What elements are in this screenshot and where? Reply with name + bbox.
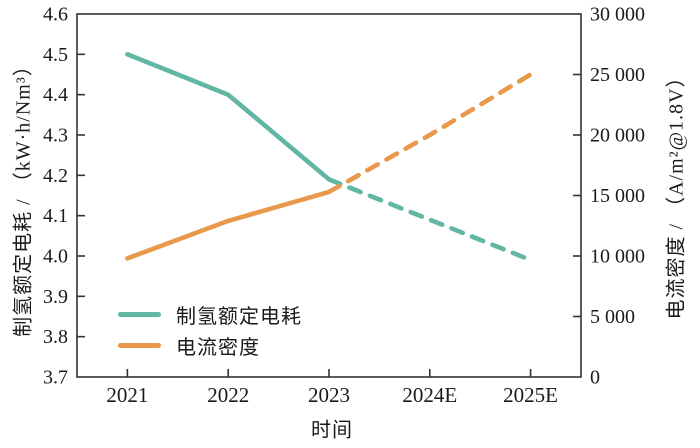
right-axis-tick-label: 20 000 xyxy=(590,125,645,147)
legend-label-power-consumption: 制氢额定电耗 xyxy=(176,306,302,328)
right-axis-tick-label: 10 000 xyxy=(590,246,645,268)
x-axis-tick-label: 2025E xyxy=(503,383,558,407)
right-axis-tick-label: 25 000 xyxy=(590,64,645,86)
series-line-dashed-1 xyxy=(326,72,533,195)
left-axis-tick-label: 4.1 xyxy=(43,205,68,227)
x-axis-title: 时间 xyxy=(311,419,353,442)
series-line-dashed-0 xyxy=(326,177,533,263)
x-axis-tick-label: 2023 xyxy=(308,383,350,407)
legend-label-current-density: 电流密度 xyxy=(176,337,260,359)
left-axis-tick-label: 3.8 xyxy=(43,326,68,348)
left-axis-tick-label: 4.0 xyxy=(43,246,68,268)
left-axis-tick-label: 4.3 xyxy=(43,125,68,147)
left-axis-tick-label: 4.2 xyxy=(43,165,68,187)
right-axis-tick-label: 30 000 xyxy=(590,4,645,26)
x-axis-tick-label: 2022 xyxy=(207,383,249,407)
left-axis-tick-label: 4.5 xyxy=(43,44,68,66)
right-axis-tick-label: 0 xyxy=(590,367,600,389)
series-line-solid-0 xyxy=(125,51,332,182)
chart-legend: 制氢额定电耗 电流密度 xyxy=(118,299,302,361)
left-axis-tick-label: 4.4 xyxy=(43,84,68,106)
legend-item-current-density: 电流密度 xyxy=(118,330,302,361)
series-line-solid-1 xyxy=(125,189,332,261)
right-axis-tick-label: 5 000 xyxy=(590,306,635,328)
left-axis-title: 制氢额定电耗 / （kW·h/Nm³） xyxy=(12,55,35,337)
legend-item-power-consumption: 制氢额定电耗 xyxy=(118,299,302,330)
right-axis-title: 电流密度 / （A/m²@1.8V） xyxy=(665,66,688,320)
right-axis-tick-label: 15 000 xyxy=(590,185,645,207)
x-axis-tick-label: 2021 xyxy=(106,383,148,407)
power-consumption-line-swatch xyxy=(118,312,161,317)
left-axis-tick-label: 3.7 xyxy=(43,367,68,389)
left-axis-tick-label: 4.6 xyxy=(43,4,68,26)
current-density-line-swatch xyxy=(118,343,161,348)
x-axis-tick-label: 2024E xyxy=(402,383,457,407)
left-axis-tick-label: 3.9 xyxy=(43,286,68,308)
